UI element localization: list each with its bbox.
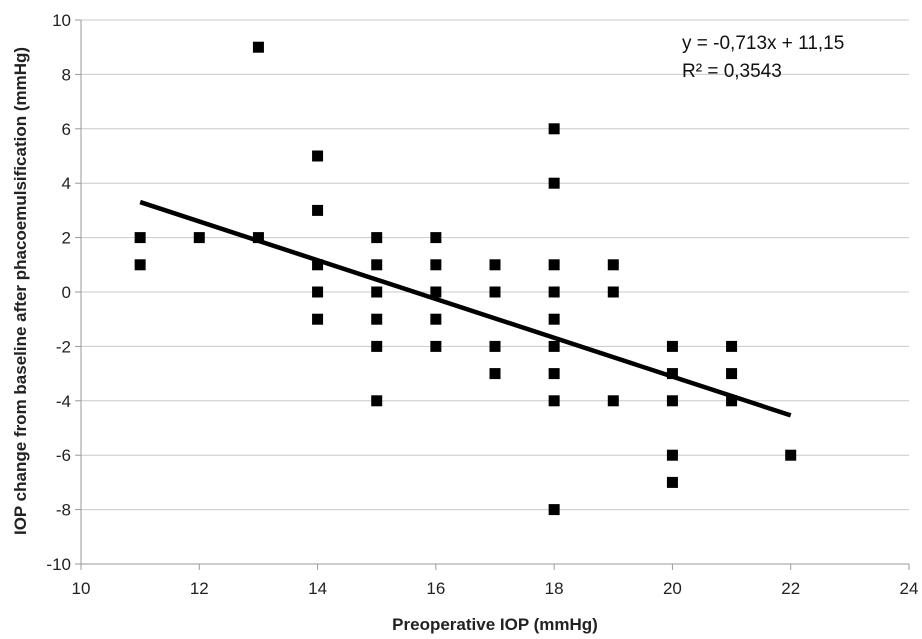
data-point bbox=[134, 259, 146, 271]
data-point bbox=[726, 395, 738, 407]
data-point bbox=[548, 340, 560, 352]
y-tick-label: -8 bbox=[56, 501, 71, 520]
y-tick-label: -6 bbox=[56, 446, 71, 465]
data-point bbox=[548, 286, 560, 298]
data-point bbox=[666, 449, 678, 461]
x-tick-label: 20 bbox=[663, 579, 682, 598]
data-point bbox=[312, 286, 324, 298]
data-point bbox=[548, 395, 560, 407]
data-point bbox=[430, 259, 442, 271]
data-point bbox=[371, 313, 383, 325]
data-point bbox=[726, 368, 738, 380]
data-point bbox=[666, 476, 678, 488]
data-point bbox=[548, 504, 560, 516]
data-point bbox=[607, 395, 619, 407]
data-point bbox=[312, 313, 324, 325]
data-point bbox=[548, 259, 560, 271]
data-point bbox=[430, 313, 442, 325]
data-point bbox=[430, 286, 442, 298]
x-tick-label: 18 bbox=[545, 579, 564, 598]
data-point bbox=[252, 232, 264, 244]
x-tick-label: 12 bbox=[190, 579, 209, 598]
data-point bbox=[666, 368, 678, 380]
data-point bbox=[489, 368, 501, 380]
data-point bbox=[371, 259, 383, 271]
x-tick-label: 10 bbox=[72, 579, 91, 598]
y-axis-tick-labels: 10 8 6 4 2 0 -2 -4 -6 -8 -10 bbox=[46, 11, 71, 574]
data-points bbox=[134, 41, 797, 516]
y-tick-label: 10 bbox=[52, 11, 71, 30]
y-axis-title: IOP change from baseline after phacoemul… bbox=[11, 47, 30, 535]
trendline-r-squared: R² = 0,3543 bbox=[682, 61, 782, 82]
x-tick-label: 16 bbox=[426, 579, 445, 598]
x-axis-tick-labels: 10 12 14 16 18 20 22 24 bbox=[72, 579, 919, 598]
y-tick-label: 4 bbox=[62, 174, 71, 193]
data-point bbox=[134, 232, 146, 244]
y-tick-label: -10 bbox=[46, 555, 71, 574]
data-point bbox=[312, 259, 324, 271]
data-point bbox=[193, 232, 205, 244]
data-point bbox=[548, 368, 560, 380]
data-point bbox=[666, 340, 678, 352]
y-tick-label: -2 bbox=[56, 337, 71, 356]
data-point bbox=[489, 286, 501, 298]
data-point bbox=[785, 449, 797, 461]
data-point bbox=[371, 395, 383, 407]
x-tick-label: 22 bbox=[781, 579, 800, 598]
data-point bbox=[548, 123, 560, 135]
data-point bbox=[726, 340, 738, 352]
data-point bbox=[312, 150, 324, 162]
x-tick-label: 14 bbox=[308, 579, 327, 598]
data-point bbox=[607, 259, 619, 271]
data-point bbox=[548, 313, 560, 325]
data-point bbox=[666, 395, 678, 407]
data-point bbox=[489, 340, 501, 352]
x-tick-label: 24 bbox=[900, 579, 919, 598]
data-point bbox=[371, 232, 383, 244]
data-point bbox=[489, 259, 501, 271]
data-point bbox=[607, 286, 619, 298]
x-axis-title: Preoperative IOP (mmHg) bbox=[392, 615, 598, 634]
data-point bbox=[371, 340, 383, 352]
data-point bbox=[430, 232, 442, 244]
y-tick-label: 2 bbox=[62, 229, 71, 248]
data-point bbox=[430, 340, 442, 352]
data-point bbox=[312, 204, 324, 216]
y-tick-label: -4 bbox=[56, 392, 71, 411]
data-point bbox=[371, 286, 383, 298]
axes bbox=[75, 19, 910, 570]
y-tick-label: 8 bbox=[62, 65, 71, 84]
y-tick-label: 6 bbox=[62, 120, 71, 139]
data-point bbox=[548, 177, 560, 189]
trendline-equation: y = -0,713x + 11,15 bbox=[682, 33, 844, 54]
data-point bbox=[252, 41, 264, 53]
y-tick-label: 0 bbox=[62, 283, 71, 302]
trend-line bbox=[139, 199, 792, 418]
